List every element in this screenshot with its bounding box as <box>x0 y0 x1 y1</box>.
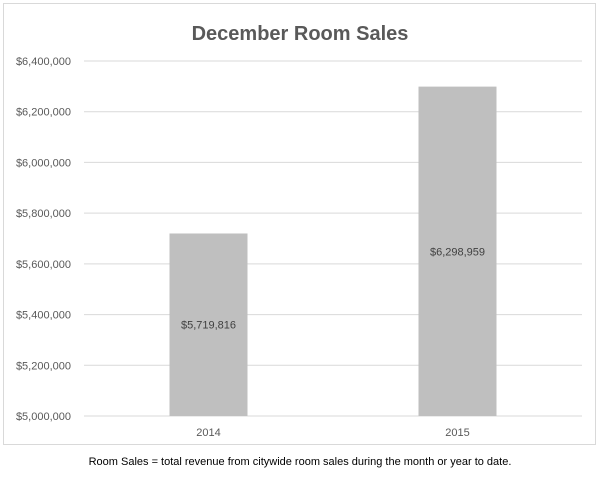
bar-chart: December Room Sales $5,000,000 $5,200,000… <box>16 23 582 439</box>
x-tick-label: 2014 <box>196 427 220 439</box>
y-tick-label: $6,200,000 <box>16 107 71 119</box>
y-tick-label: $6,000,000 <box>16 157 71 169</box>
x-tick-label: 2015 <box>445 427 469 439</box>
footnote: Room Sales = total revenue from citywide… <box>88 456 512 468</box>
y-tick-label: $5,400,000 <box>16 310 71 322</box>
bars <box>169 86 497 417</box>
x-axis-tick-labels: 2014 2015 <box>196 427 469 439</box>
chart-title: December Room Sales <box>192 23 409 45</box>
gridlines <box>84 60 582 417</box>
bar-2015 <box>418 86 497 417</box>
data-labels: $5,719,816 $6,298,959 <box>181 246 485 331</box>
y-tick-label: $5,800,000 <box>16 208 71 220</box>
y-tick-label: $5,600,000 <box>16 259 71 271</box>
y-axis-tick-labels: $5,000,000 $5,200,000 $5,400,000 $5,600,000… <box>16 56 71 423</box>
y-tick-label: $6,400,000 <box>16 56 71 68</box>
chart-area: December Room Sales $5,000,000 $5,200,000… <box>3 3 596 445</box>
data-label: $5,719,816 <box>181 320 236 332</box>
data-label: $6,298,959 <box>430 246 485 258</box>
y-tick-label: $5,200,000 <box>16 360 71 372</box>
bar-2014 <box>169 233 248 416</box>
y-tick-label: $5,000,000 <box>16 411 71 423</box>
